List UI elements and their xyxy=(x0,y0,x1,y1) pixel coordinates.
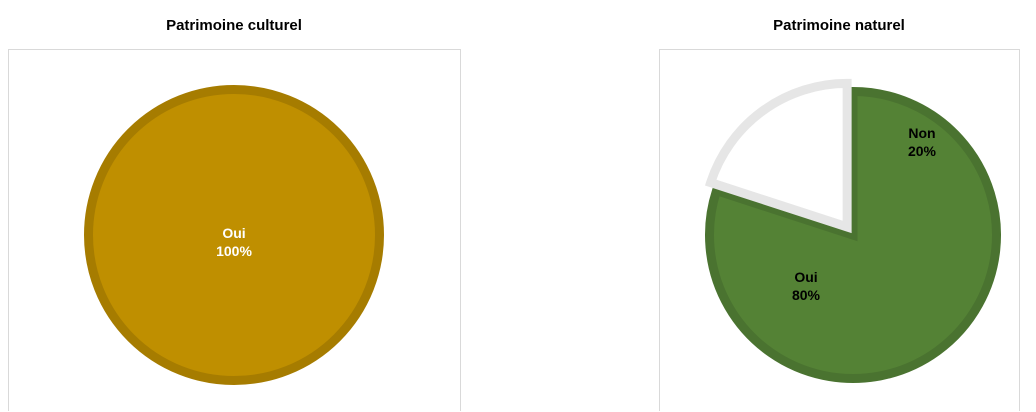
slice-label-naturel-non: Non xyxy=(908,125,935,141)
slice-value-naturel-oui: 80% xyxy=(792,287,821,303)
pie-slice-culturel-oui xyxy=(84,85,384,385)
slice-label-naturel-oui: Oui xyxy=(794,269,817,285)
pie-chart-culturel: Oui 100% xyxy=(84,85,384,385)
pie-chart-naturel: Oui 80% Non 20% xyxy=(704,78,1001,383)
chart-title-naturel: Patrimoine naturel xyxy=(773,17,905,34)
chart-panel-culturel: Oui 100% xyxy=(8,49,461,411)
chart-title-culturel: Patrimoine culturel xyxy=(166,17,302,34)
pie-slice-naturel-non xyxy=(704,78,852,234)
pie-slice-naturel-oui xyxy=(705,86,1001,383)
slice-value-culturel-oui: 100% xyxy=(216,243,252,259)
chart-panel-naturel: Oui 80% Non 20% xyxy=(659,49,1020,411)
slice-value-naturel-non: 20% xyxy=(908,143,937,159)
slice-label-culturel-oui: Oui xyxy=(222,225,245,241)
